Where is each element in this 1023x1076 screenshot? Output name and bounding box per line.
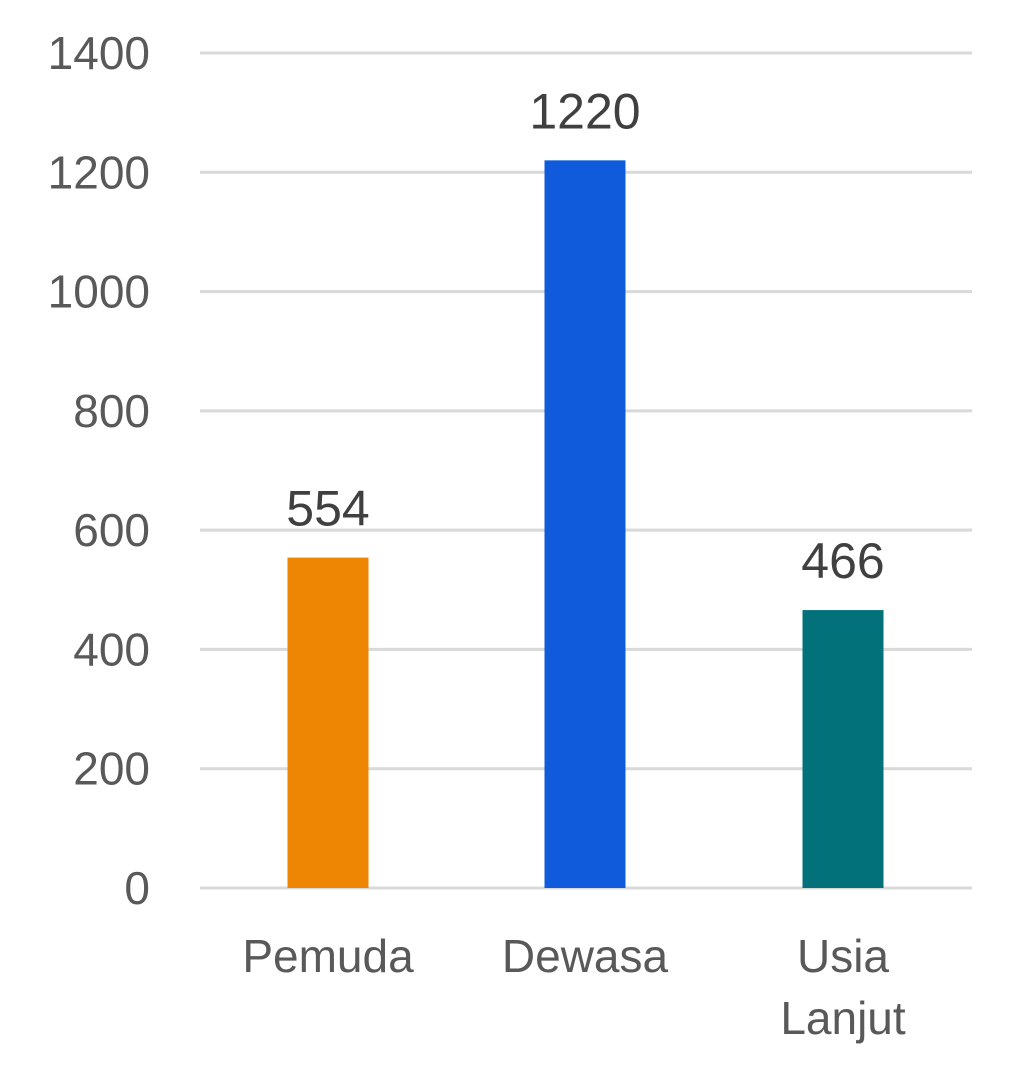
- y-tick-label: 200: [73, 743, 150, 795]
- bar-usia-lanjut: [802, 610, 884, 888]
- y-tick-label: 1000: [48, 266, 150, 318]
- x-axis-category-labels: Pemuda Dewasa Usia Lanjut: [242, 930, 906, 1044]
- data-labels: 554 1220 466: [286, 83, 884, 589]
- y-tick-label: 800: [73, 385, 150, 437]
- data-label: 554: [286, 481, 369, 537]
- y-tick-label: 1400: [48, 27, 150, 79]
- y-tick-label: 1200: [48, 146, 150, 198]
- x-category-label: Usia Lanjut: [780, 930, 906, 1044]
- x-category-label: Pemuda: [242, 930, 414, 982]
- x-category-label-line: Dewasa: [502, 930, 669, 982]
- y-tick-label: 0: [124, 862, 150, 914]
- x-category-label-line: Pemuda: [242, 930, 414, 982]
- bar-pemuda: [287, 557, 369, 888]
- x-category-label-line: Lanjut: [780, 992, 906, 1044]
- x-category-label: Dewasa: [502, 930, 669, 982]
- bars: [287, 160, 884, 888]
- data-label: 466: [801, 533, 884, 589]
- data-label: 1220: [529, 83, 640, 139]
- x-category-label-line: Usia: [797, 930, 889, 982]
- y-tick-label: 400: [73, 623, 150, 675]
- y-tick-label: 600: [73, 504, 150, 556]
- bar-dewasa: [544, 160, 626, 888]
- y-axis-tick-labels: 0 200 400 600 800 1000 1200 1400: [48, 27, 150, 914]
